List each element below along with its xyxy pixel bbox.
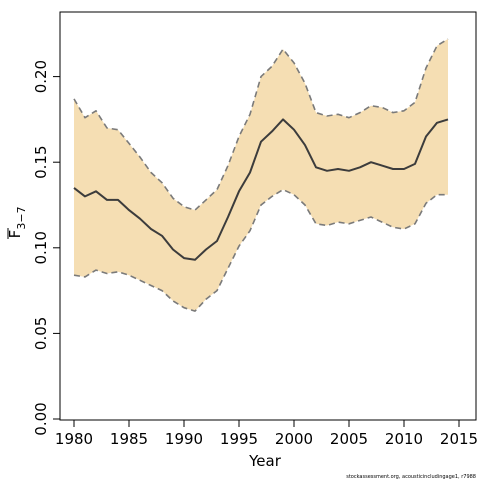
x-axis-title: Year [248, 452, 282, 470]
y-axis-title-subscript: 3−7 [15, 206, 28, 229]
x-tick-label-2015: 2015 [440, 430, 478, 448]
credit-text: stockassessment.org, acousticincludingag… [346, 474, 476, 480]
y-tick-label-0.05: 0.05 [32, 317, 50, 350]
x-tick-label-1980: 1980 [55, 430, 93, 448]
y-tick-label-0.20: 0.20 [32, 60, 50, 93]
x-tick-label-2005: 2005 [330, 430, 368, 448]
x-tick-label-1985: 1985 [110, 430, 148, 448]
estimate-line-layer [73, 38, 449, 312]
y-tick-label-0.10: 0.10 [32, 231, 50, 264]
upper-bound-line [73, 38, 449, 211]
confidence-band [74, 38, 448, 312]
x-tick-label-1990: 1990 [165, 430, 203, 448]
x-tick-label-2000: 2000 [275, 430, 313, 448]
y-tick-label-0.00: 0.00 [32, 402, 50, 435]
x-axis: 1980 1985 1990 1995 2000 2005 2010 2015 [55, 420, 478, 448]
plot-frame [59, 11, 477, 421]
x-tick-label-2010: 2010 [385, 430, 423, 448]
y-axis-title-main: F [6, 230, 24, 239]
y-axis: 0.00 0.05 0.10 0.15 0.20 [32, 60, 60, 436]
estimate-line [73, 118, 449, 261]
y-tick-label-0.15: 0.15 [32, 145, 50, 178]
lower-bound-line [73, 188, 448, 312]
y-axis-title: F 3−7 [6, 206, 28, 239]
confidence-band-layer [74, 38, 448, 312]
x-tick-label-1995: 1995 [220, 430, 258, 448]
